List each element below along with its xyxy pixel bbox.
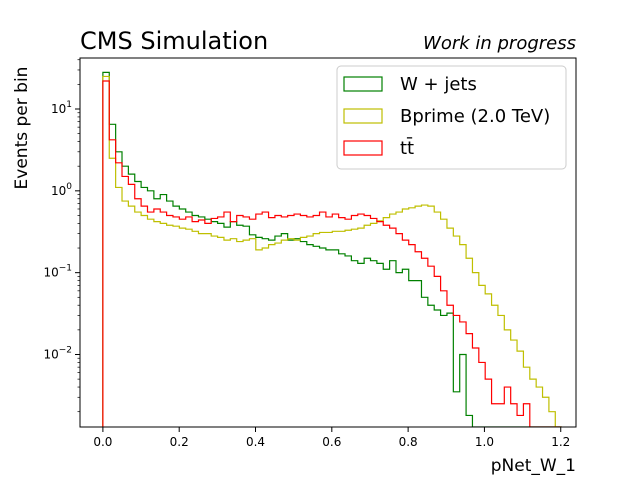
series-layer	[102, 71, 562, 427]
plot-frame	[79, 57, 577, 428]
x-axis: 0.0 0.2 0.4 0.6 0.8 1.0 1.2	[93, 427, 570, 449]
x-tick-label: 0.2	[170, 435, 189, 449]
x-tick-label: 1.2	[551, 435, 570, 449]
legend-swatch-2	[343, 140, 383, 156]
legend-frame	[336, 65, 567, 170]
chart-title-left: CMS Simulation	[80, 27, 268, 55]
y-tick-label: 10−1	[43, 264, 72, 280]
legend-label-2: tt̄	[400, 137, 414, 159]
series-2-line	[102, 80, 562, 427]
y-axis-title: Events per bin	[12, 67, 32, 190]
legend-label-0: W + jets	[400, 74, 477, 95]
x-tick-label: 0.8	[399, 435, 418, 449]
y-tick-label: 101	[51, 100, 72, 116]
x-axis-title: pNet_W_1	[491, 456, 576, 476]
legend-label-1: Bprime (2.0 TeV)	[400, 106, 550, 127]
x-tick-label: 0.0	[93, 435, 112, 449]
y-tick-label: 100	[51, 182, 72, 198]
y-tick-label: 10−2	[43, 345, 72, 361]
x-tick-label: 1.0	[475, 435, 494, 449]
y-axis: 10−2 10−1 100 101	[43, 59, 80, 413]
x-tick-label: 0.6	[322, 435, 341, 449]
legend-swatch-1	[343, 108, 383, 124]
x-tick-label: 0.4	[246, 435, 265, 449]
legend-swatch-0	[343, 76, 383, 92]
chart-title-right: Work in progress	[423, 33, 576, 54]
series-1-line	[102, 75, 562, 427]
legend: W + jets Bprime (2.0 TeV) tt̄	[336, 65, 567, 170]
series-0-line	[102, 71, 562, 427]
